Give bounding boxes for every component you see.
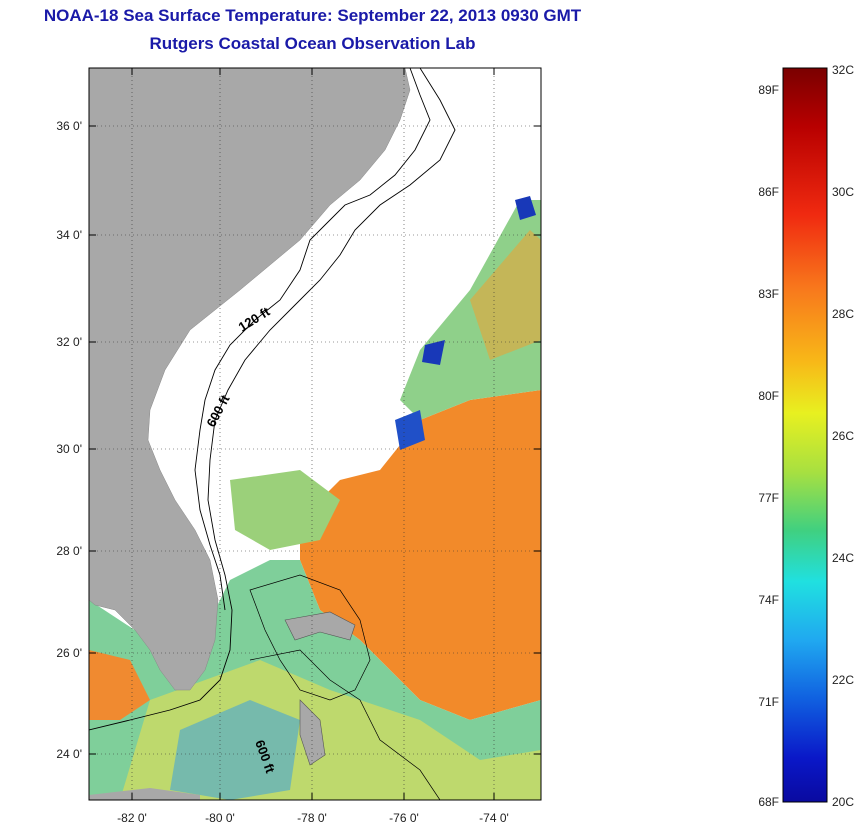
sst-south-band-blue <box>170 700 300 800</box>
tick-marks <box>89 68 541 800</box>
celsius-label: 22C <box>832 673 854 687</box>
land-bahamas-1 <box>284 611 356 641</box>
contour-deep <box>249 574 371 701</box>
sst-patch-blue-2 <box>422 340 445 365</box>
lon-label: -82 0' <box>117 811 147 825</box>
lon-label: -80 0' <box>205 811 235 825</box>
map-frame <box>88 67 542 801</box>
lon-label: -78 0' <box>297 811 327 825</box>
lon-label: -74 0' <box>479 811 509 825</box>
sst-southwest-warm <box>89 650 150 720</box>
celsius-label: 26C <box>832 429 854 443</box>
lon-label: -76 0' <box>389 811 419 825</box>
fahrenheit-label: 80F <box>758 389 779 403</box>
sst-patch-blue-3 <box>515 196 536 220</box>
celsius-label: 28C <box>832 307 854 321</box>
celsius-label: 20C <box>832 795 854 809</box>
lat-label: 28 0' <box>56 544 82 558</box>
fahrenheit-label: 74F <box>758 593 779 607</box>
colorbar <box>782 67 828 803</box>
sst-northeast-band-inner <box>470 230 541 360</box>
fahrenheit-label: 71F <box>758 695 779 709</box>
sst-warm-region <box>300 390 541 720</box>
contour-deep-2 <box>249 649 441 800</box>
map-subtitle: Rutgers Coastal Ocean Observation Lab <box>149 34 476 53</box>
land-mainland <box>89 68 411 691</box>
grid-lines <box>89 68 541 800</box>
lat-label: 30 0' <box>56 442 82 456</box>
fahrenheit-label: 83F <box>758 287 779 301</box>
land-cuba <box>89 788 200 800</box>
sst-patch-central <box>230 470 340 550</box>
lat-label: 26 0' <box>56 646 82 660</box>
fahrenheit-label: 89F <box>758 83 779 97</box>
celsius-label: 32C <box>832 63 854 77</box>
colorbar-celsius-labels: 32C 30C 28C 26C 24C 22C 20C <box>832 63 854 809</box>
lat-label: 32 0' <box>56 335 82 349</box>
celsius-label: 30C <box>832 185 854 199</box>
sst-northeast-band <box>400 200 541 420</box>
contour-120ft <box>194 68 431 611</box>
lon-labels: -82 0' -80 0' -78 0' -76 0' -74 0' <box>117 811 509 825</box>
lat-label: 34 0' <box>56 228 82 242</box>
fahrenheit-label: 68F <box>758 795 779 809</box>
lat-labels: 36 0' 34 0' 32 0' 30 0' 28 0' 26 0' 24 0… <box>56 119 82 761</box>
colorbar-fahrenheit-labels: 89F 86F 83F 80F 77F 74F 71F 68F <box>758 83 779 809</box>
fahrenheit-label: 86F <box>758 185 779 199</box>
land-bahamas-2 <box>299 699 326 766</box>
lat-label: 36 0' <box>56 119 82 133</box>
sst-patch-blue-1 <box>395 410 425 450</box>
fahrenheit-label: 77F <box>758 491 779 505</box>
map-title: NOAA-18 Sea Surface Temperature: Septemb… <box>43 6 582 25</box>
celsius-label: 24C <box>832 551 854 565</box>
lat-label: 24 0' <box>56 747 82 761</box>
